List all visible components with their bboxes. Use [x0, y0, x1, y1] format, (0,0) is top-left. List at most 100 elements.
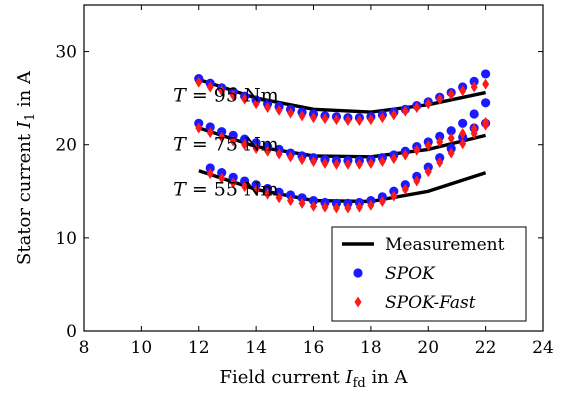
spok-point [435, 131, 445, 141]
spok-point [251, 180, 261, 190]
spok-fast-point [424, 140, 432, 152]
spok-fast-point [241, 93, 249, 105]
spok-fast-point [401, 183, 409, 195]
spok-fast-point [367, 157, 375, 169]
series-spok-fast-75nm [195, 116, 490, 170]
spok-point [251, 138, 261, 148]
x-tick-label: 16 [303, 338, 325, 358]
spok-fast-point [424, 166, 432, 178]
spok-point [469, 109, 479, 119]
spok-point [217, 127, 227, 137]
spok-fast-point [264, 188, 272, 200]
spok-point [285, 190, 296, 200]
spok-point [469, 76, 479, 86]
spok-fast-point [287, 151, 295, 163]
spok-fast-point [310, 200, 317, 212]
spok-fast-point [436, 156, 444, 168]
series-layer [194, 69, 491, 214]
spok-fast-point [332, 158, 340, 170]
x-tick-label: 8 [79, 338, 90, 358]
spok-fast-point [470, 81, 478, 93]
spok-fast-point [355, 201, 363, 213]
spok-fast-point [252, 184, 260, 196]
torque-label: T = 55 Nm [173, 178, 279, 200]
spok-fast-point [344, 202, 352, 214]
torque-label: T = 95 Nm [173, 84, 279, 106]
spok-point [274, 187, 284, 197]
spok-point [297, 193, 307, 203]
spok-fast-point [413, 144, 421, 156]
x-tick-label: 12 [188, 338, 210, 358]
legend-label: Measurement [385, 235, 505, 255]
spok-fast-point [275, 192, 283, 204]
spok-fast-point [355, 158, 363, 170]
spok-fast-point [252, 142, 260, 154]
spok-point [240, 176, 250, 186]
spok-fast-point [390, 190, 398, 202]
x-tick-label: 10 [131, 338, 153, 358]
spok-fast-point [390, 153, 398, 165]
spok-fast-point [390, 109, 398, 121]
spok-fast-point [436, 93, 444, 105]
spok-fast-point [310, 112, 317, 124]
spok-fast-point [321, 157, 329, 169]
spok-fast-point [482, 119, 490, 131]
spok-fast-point [229, 89, 237, 101]
spok-point [240, 134, 250, 144]
spok-fast-point [195, 76, 203, 88]
spok-fast-point [459, 138, 467, 150]
spok-fast-point [218, 172, 226, 184]
spok-point [481, 69, 491, 79]
spok-fast-point [344, 158, 352, 170]
spok-fast-point [218, 131, 226, 143]
spok-fast-point [206, 127, 214, 139]
spok-fast-point [378, 112, 386, 124]
spok-fast-point [252, 98, 260, 110]
spok-point [205, 163, 215, 173]
spok-fast-point [482, 78, 490, 90]
spok-fast-point [367, 114, 375, 126]
spok-fast-point [470, 128, 478, 140]
spok-fast-point [321, 201, 329, 213]
spok-fast-point [447, 132, 455, 144]
x-tick-label: 14 [245, 338, 267, 358]
spok-fast-point [413, 175, 421, 187]
y-tick-label: 20 [55, 136, 77, 156]
spok-fast-point [206, 168, 214, 180]
legend-item: Measurement [342, 235, 505, 255]
spok-fast-point [241, 139, 249, 151]
spok-fast-point [206, 81, 214, 93]
spok-point [228, 172, 238, 182]
x-tick-label: 24 [532, 338, 554, 358]
spok-fast-point [401, 105, 409, 117]
legend-diamond-icon [354, 296, 362, 308]
legend-item: SPOK-Fast [354, 293, 476, 313]
y-tick-label: 0 [66, 322, 77, 342]
legend-label: SPOK [385, 264, 436, 284]
legend: Measurement SPOK SPOK-Fast [331, 226, 527, 322]
x-tick-label: 22 [475, 338, 497, 358]
spok-fast-point [413, 101, 421, 113]
spok-point [481, 98, 491, 108]
x-tick-label: 18 [360, 338, 382, 358]
legend-label: SPOK-Fast [385, 293, 476, 313]
spok-fast-point [264, 145, 272, 157]
spok-fast-point [229, 135, 237, 147]
y-tick-label: 10 [55, 229, 77, 249]
spok-fast-point [287, 195, 295, 207]
spok-fast-point [321, 113, 329, 125]
spok-fast-point [241, 181, 249, 193]
spok-fast-point [218, 85, 226, 97]
spok-fast-point [447, 88, 455, 100]
series-spok-fast-95nm [195, 76, 490, 126]
spok-fast-point [459, 128, 467, 140]
torque-annotations: T = 95 Nm T = 75 Nm T = 55 Nm [173, 84, 279, 200]
spok-fast-point [378, 155, 386, 167]
spok-fast-point [332, 202, 340, 214]
legend-item: SPOK [353, 264, 436, 284]
spok-fast-point [229, 177, 237, 189]
y-tick-label: 30 [55, 43, 77, 63]
x-tick-label: 20 [417, 338, 439, 358]
spok-fast-point [310, 155, 317, 167]
spok-fast-point [298, 197, 306, 209]
